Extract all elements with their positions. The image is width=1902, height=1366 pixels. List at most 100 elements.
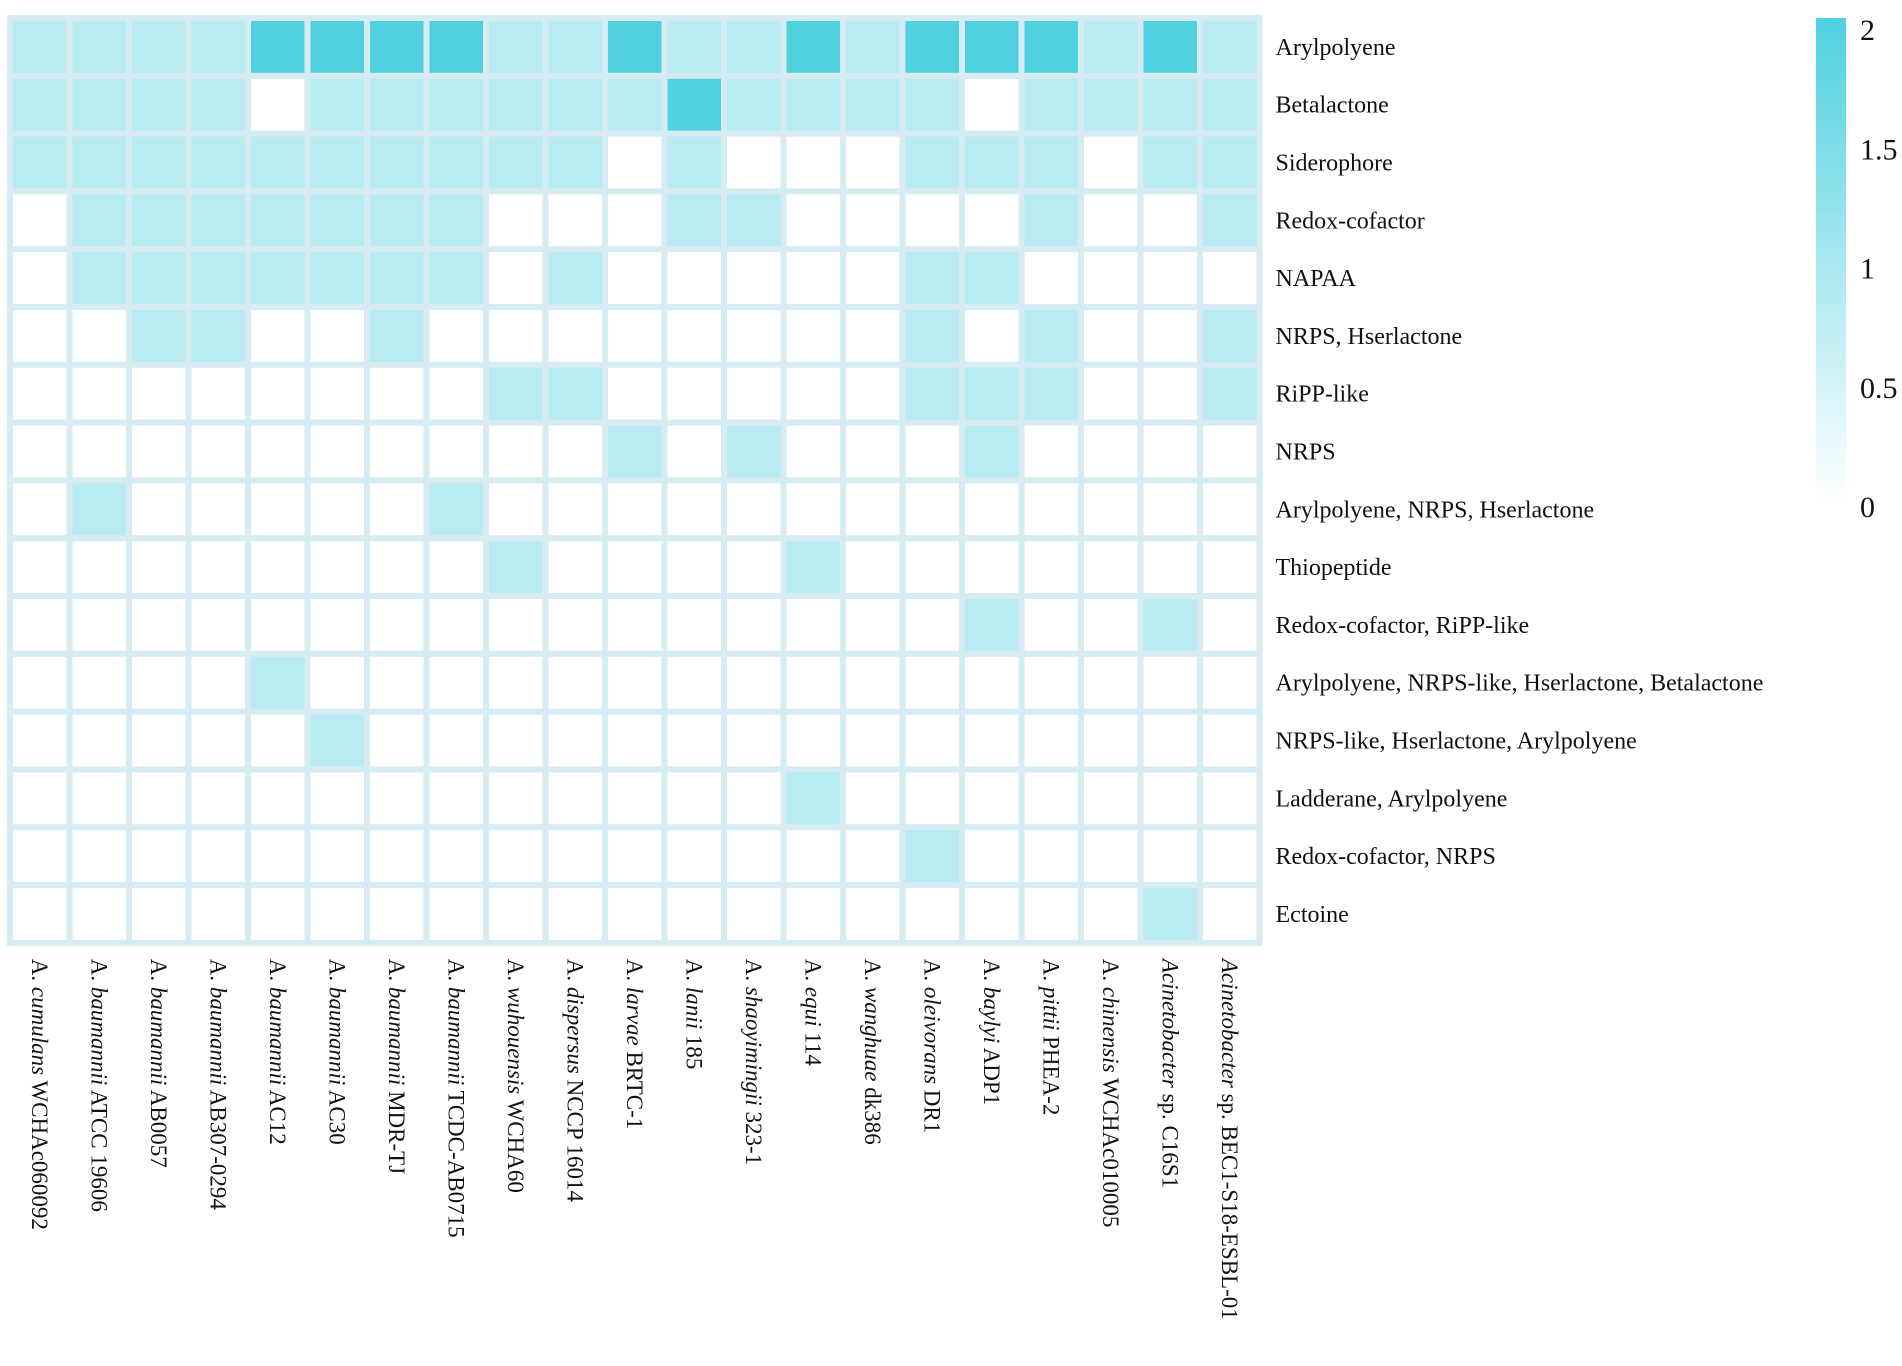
- heatmap-cell: [1084, 541, 1138, 593]
- row-label: RiPP-like: [1276, 382, 1369, 408]
- heatmap-cell: [608, 599, 662, 651]
- heatmap-cell: [191, 888, 245, 940]
- row-labels: Arylpolyene Betalactone Siderophore Redox-c…: [1276, 35, 1764, 928]
- heatmap-cell: [429, 194, 483, 247]
- row-label: Arylpolyene: [1276, 35, 1396, 61]
- heatmap-cell: [727, 541, 781, 593]
- heatmap-cell: [905, 194, 959, 247]
- heatmap-cell: [1143, 194, 1197, 247]
- heatmap-cell: [548, 888, 602, 940]
- heatmap-cell: [1203, 194, 1257, 247]
- heatmap-cell: [786, 888, 840, 940]
- heatmap-cell: [905, 888, 959, 940]
- heatmap-cell: [251, 888, 305, 940]
- heatmap-cell: [786, 21, 840, 73]
- column-label: A. equi 114: [800, 959, 825, 1067]
- heatmap-cell: [548, 425, 602, 478]
- heatmap-cell: [13, 599, 67, 651]
- heatmap-cell: [608, 21, 662, 73]
- heatmap-cell: [965, 656, 1019, 709]
- heatmap-cell: [72, 21, 126, 73]
- heatmap-cell: [1143, 252, 1197, 304]
- heatmap-cell: [13, 888, 67, 940]
- heatmap-cell: [489, 194, 543, 247]
- heatmap-cell: [429, 656, 483, 709]
- heatmap-cell: [846, 367, 900, 420]
- heatmap-cell: [727, 136, 781, 189]
- heatmap-cell: [667, 78, 721, 131]
- heatmap-cell: [905, 78, 959, 131]
- column-label: A. wuhouensis WCHA60: [503, 959, 528, 1193]
- heatmap-cell: [1143, 367, 1197, 420]
- heatmap-cells: [13, 21, 1257, 940]
- heatmap-cell: [905, 541, 959, 593]
- heatmap-cell: [251, 252, 305, 304]
- row-label: NAPAA: [1276, 266, 1357, 292]
- heatmap-cell: [429, 830, 483, 882]
- heatmap-cell: [1203, 656, 1257, 709]
- heatmap-cell: [72, 888, 126, 940]
- heatmap-cell: [72, 483, 126, 536]
- heatmap-cell: [191, 136, 245, 189]
- column-label: A. dispersus NCCP 16014: [562, 959, 587, 1203]
- heatmap-cell: [727, 21, 781, 73]
- heatmap-cell: [191, 425, 245, 478]
- heatmap-cell: [548, 194, 602, 247]
- heatmap-cell: [786, 425, 840, 478]
- heatmap-cell: [191, 483, 245, 536]
- heatmap-cell: [608, 367, 662, 420]
- heatmap-cell: [846, 425, 900, 478]
- heatmap-cell: [1143, 830, 1197, 882]
- row-label: NRPS-like, Hserlactone, Arylpolyene: [1276, 729, 1637, 755]
- heatmap-cell: [429, 367, 483, 420]
- heatmap-cell: [489, 599, 543, 651]
- heatmap-cell: [1143, 425, 1197, 478]
- heatmap-cell: [786, 78, 840, 131]
- heatmap-cell: [667, 425, 721, 478]
- heatmap-cell: [905, 656, 959, 709]
- heatmap-cell: [191, 367, 245, 420]
- heatmap-cell: [191, 252, 245, 304]
- heatmap-cell: [905, 599, 959, 651]
- heatmap-cell: [1024, 78, 1078, 131]
- row-label: Ladderane, Arylpolyene: [1276, 786, 1508, 812]
- heatmap-cell: [727, 78, 781, 131]
- heatmap-cell: [251, 541, 305, 593]
- heatmap-cell: [786, 310, 840, 362]
- heatmap-cell: [429, 483, 483, 536]
- heatmap-cell: [1084, 830, 1138, 882]
- heatmap-cell: [965, 888, 1019, 940]
- heatmap-cell: [786, 714, 840, 767]
- heatmap-cell: [608, 310, 662, 362]
- heatmap-cell: [548, 772, 602, 825]
- heatmap-cell: [310, 310, 364, 362]
- heatmap-cell: [191, 599, 245, 651]
- heatmap-cell: [1024, 772, 1078, 825]
- heatmap-cell: [429, 888, 483, 940]
- heatmap-cell: [251, 772, 305, 825]
- heatmap-cell: [310, 772, 364, 825]
- heatmap-cell: [1024, 21, 1078, 73]
- heatmap-cell: [13, 830, 67, 882]
- heatmap-cell: [1143, 136, 1197, 189]
- heatmap-cell: [608, 541, 662, 593]
- heatmap-cell: [846, 888, 900, 940]
- heatmap-cell: [608, 194, 662, 247]
- heatmap-cell: [310, 656, 364, 709]
- heatmap-cell: [548, 599, 602, 651]
- heatmap-cell: [13, 714, 67, 767]
- heatmap-cell: [965, 367, 1019, 420]
- heatmap-cell: [251, 136, 305, 189]
- heatmap-cell: [489, 714, 543, 767]
- heatmap-cell: [667, 194, 721, 247]
- heatmap-cell: [1143, 599, 1197, 651]
- heatmap-cell: [608, 136, 662, 189]
- column-label: A. chinensis WCHAc010005: [1098, 959, 1123, 1228]
- heatmap-cell: [1143, 541, 1197, 593]
- heatmap-cell: [72, 252, 126, 304]
- heatmap-cell: [667, 252, 721, 304]
- column-label: A. baumannii TCDC-AB0715: [443, 959, 468, 1238]
- heatmap-cell: [1024, 830, 1078, 882]
- heatmap-cell: [429, 252, 483, 304]
- column-label: A. pittii PHEA-2: [1038, 959, 1063, 1116]
